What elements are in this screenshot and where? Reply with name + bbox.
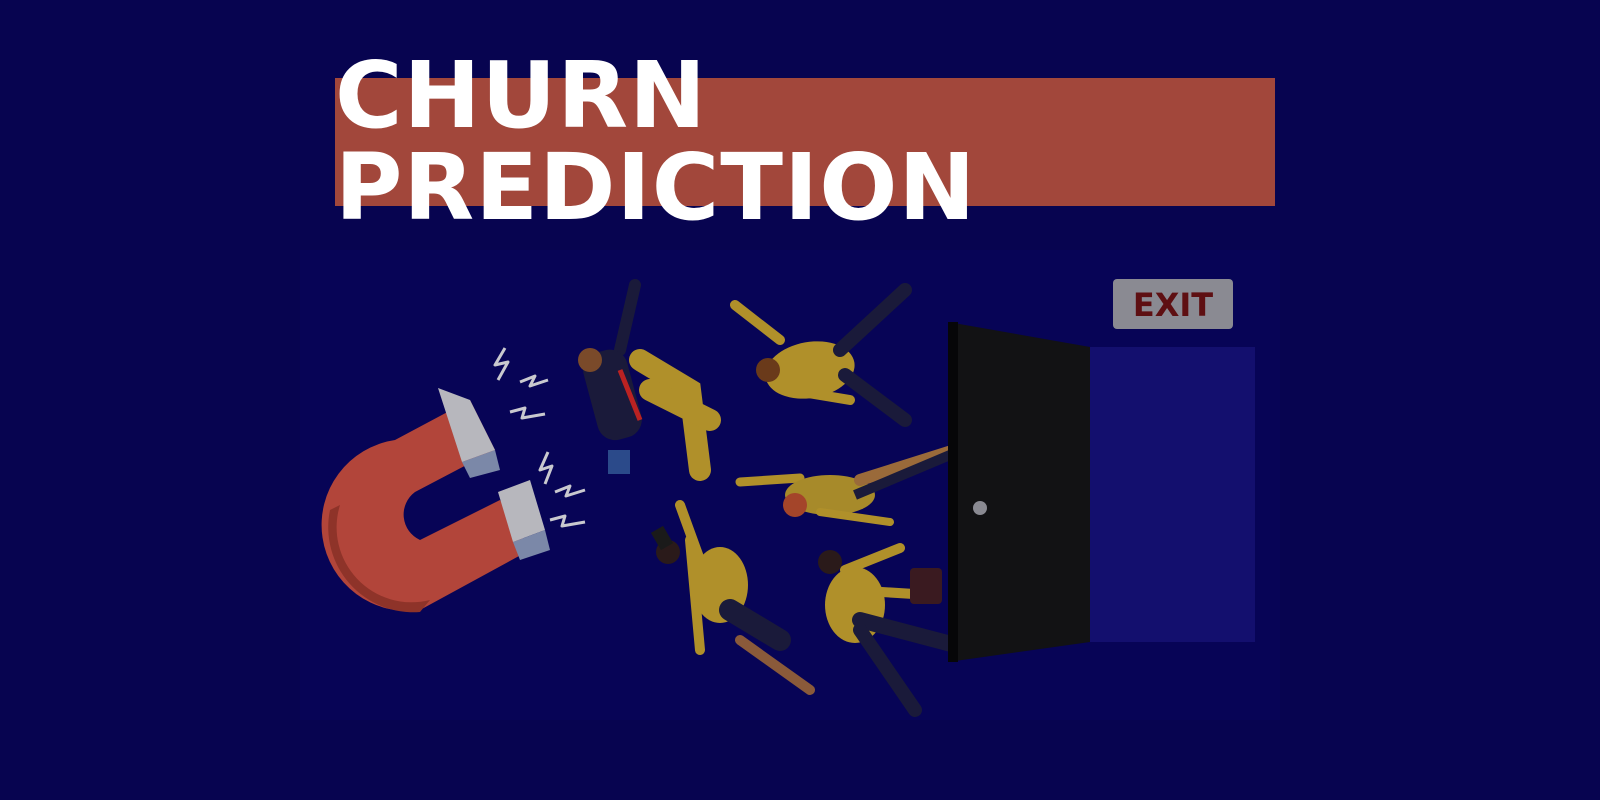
title-banner: CHURN PREDICTION: [335, 50, 1275, 234]
doorknob-icon: [973, 501, 987, 515]
magnet-icon: [321, 388, 550, 613]
person-figure: [818, 543, 963, 717]
doorway: [1090, 347, 1255, 642]
person-figure: [730, 283, 912, 427]
person-figure: [650, 500, 815, 695]
exit-sign-label: EXIT: [1133, 286, 1213, 324]
exit-sign: EXIT: [1113, 279, 1233, 329]
door-icon: [948, 322, 1255, 662]
person-figure: [578, 279, 721, 481]
magnet-spark-icon: [493, 347, 586, 528]
person-figure: [735, 444, 961, 526]
page-title: CHURN PREDICTION: [335, 42, 977, 241]
